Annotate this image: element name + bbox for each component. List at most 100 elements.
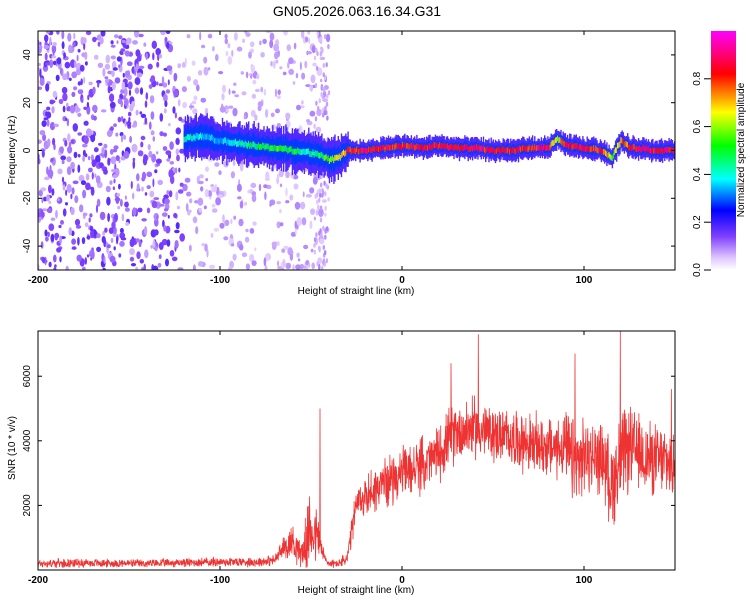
- spectrogram-noise-cell: [209, 264, 216, 269]
- spectrogram-tone-core: [287, 148, 289, 154]
- spectrogram-noise-cell: [178, 116, 183, 122]
- spectrogram-noise-cell: [63, 52, 66, 59]
- spectrogram-noise-cell: [236, 46, 243, 52]
- spectrogram-noise-cell: [150, 130, 155, 136]
- spectrogram-x-tick-label: 100: [576, 275, 593, 286]
- spectrogram-noise-cell: [136, 183, 140, 192]
- spectrogram-tone-core: [665, 146, 667, 153]
- spectrogram-noise-cell: [148, 150, 153, 158]
- spectrogram-tone-core: [434, 142, 437, 148]
- spectrogram-noise-cell: [55, 74, 60, 82]
- spectrogram-noise-cell: [285, 112, 291, 120]
- spectrogram-noise-cell: [317, 105, 320, 111]
- spectrogram-noise-cell: [131, 100, 136, 108]
- spectrogram-noise-cell: [316, 261, 319, 267]
- spectrogram-noise-cell: [302, 191, 305, 198]
- spectrogram-tone-core: [322, 153, 324, 160]
- spectrogram-noise-cell: [276, 241, 280, 246]
- spectrogram-tone-core: [483, 146, 486, 153]
- spectrogram-noise-cell: [207, 190, 213, 197]
- spectrogram-tone-core: [196, 133, 199, 139]
- spectrogram-noise-cell: [99, 36, 104, 45]
- spectrogram-tone-core: [521, 145, 523, 152]
- spectrogram-tone-core: [275, 145, 277, 152]
- colorbar-label: Normalized spectral amplitude: [736, 82, 747, 217]
- spectrogram-noise-cell: [112, 186, 116, 190]
- spectrogram-noise-cell: [282, 259, 286, 268]
- spectrogram-noise-cell: [256, 74, 260, 80]
- spectrogram-noise-cell: [293, 183, 299, 190]
- spectrogram-noise-cell: [97, 81, 100, 88]
- spectrogram-tone-core: [526, 145, 528, 152]
- spectrogram-tone-core: [316, 150, 319, 157]
- spectrogram-tone-core: [386, 144, 389, 151]
- spectrogram-noise-cell: [120, 115, 124, 122]
- spectrogram-tone-core: [558, 137, 560, 144]
- spectrogram-tone-core: [519, 146, 522, 153]
- spectrogram-tone-core: [313, 152, 315, 158]
- spectrogram-noise-cell: [103, 168, 108, 175]
- spectrogram-tone-core: [539, 146, 541, 153]
- spectrogram-noise-cell: [327, 197, 330, 202]
- spectrogram-noise-cell: [111, 81, 116, 91]
- spectrogram-tone-core: [604, 149, 606, 155]
- spectrogram-noise-cell: [124, 195, 127, 200]
- spectrogram-noise-cell: [325, 258, 329, 264]
- spectrogram-tone-core: [399, 144, 402, 150]
- spectrogram-tone-core: [239, 139, 241, 146]
- spectrogram-noise-cell: [161, 212, 168, 217]
- spectrogram-noise-cell: [176, 205, 181, 210]
- spectrogram-tone-core: [670, 146, 672, 153]
- spectrogram-noise-cell: [283, 245, 289, 250]
- spectrogram-tone-core: [218, 138, 220, 145]
- spectrogram-noise-cell: [164, 36, 168, 43]
- spectrogram-noise-cell: [102, 267, 106, 270]
- spectrogram-tone-core: [556, 137, 558, 143]
- spectrogram-tone-core: [216, 138, 218, 145]
- spectrogram-noise-cell: [78, 174, 85, 182]
- spectrogram-noise-cell: [324, 105, 327, 111]
- spectrogram-tone-core: [464, 144, 466, 150]
- spectrogram-noise-cell: [326, 93, 329, 99]
- spectrogram-noise-cell: [73, 32, 76, 40]
- spectrogram-tone-core: [637, 146, 640, 153]
- spectrogram-noise-cell: [140, 135, 146, 141]
- spectrogram-noise-cell: [115, 155, 120, 162]
- spectrogram-tone-core: [560, 138, 562, 144]
- spectrogram-tone-core: [189, 134, 191, 141]
- spectrogram-noise-cell: [52, 90, 58, 99]
- spectrogram-tone-core: [310, 151, 312, 157]
- spectrogram-noise-cell: [269, 39, 274, 49]
- spectrogram-tone-core: [260, 143, 262, 150]
- spectrogram-noise-cell: [110, 169, 117, 173]
- spectrogram-noise-cell: [323, 180, 326, 186]
- spectrogram-tone-core: [191, 135, 193, 142]
- spectrogram-noise-cell: [175, 137, 180, 145]
- spectrogram-tone-core: [644, 147, 646, 153]
- spectrogram-noise-cell: [301, 31, 305, 39]
- spectrogram-tone-core: [617, 142, 619, 149]
- spectrogram-noise-cell: [326, 115, 329, 121]
- spectrogram-tone-core: [346, 148, 348, 155]
- spectrogram-noise-cell: [144, 249, 149, 259]
- spectrogram-noise-cell: [257, 101, 264, 108]
- spectrogram-noise-cell: [152, 178, 155, 188]
- spectrogram-tone-core: [406, 143, 408, 149]
- spectrogram-noise-cell: [239, 160, 245, 165]
- spectrogram-noise-cell: [231, 243, 235, 247]
- spectrogram-noise-cell: [224, 33, 228, 39]
- spectrogram-noise-cell: [110, 40, 114, 45]
- spectrogram-tone-core: [467, 146, 469, 153]
- spectrogram-noise-cell: [60, 146, 64, 154]
- spectrogram-noise-cell: [77, 236, 80, 246]
- spectrogram-noise-cell: [51, 106, 55, 114]
- spectrogram-tone-core: [640, 146, 642, 153]
- spectrogram-tone-core: [278, 145, 280, 152]
- spectrogram-tone-core: [518, 145, 521, 151]
- spectrogram-tone-core: [392, 144, 394, 151]
- spectrogram-tone-core: [535, 145, 537, 152]
- spectrogram-noise-cell: [245, 71, 249, 79]
- spectrogram-tone-core: [255, 144, 258, 150]
- spectrogram-noise-cell: [107, 85, 111, 94]
- spectrogram-noise-cell: [226, 108, 230, 113]
